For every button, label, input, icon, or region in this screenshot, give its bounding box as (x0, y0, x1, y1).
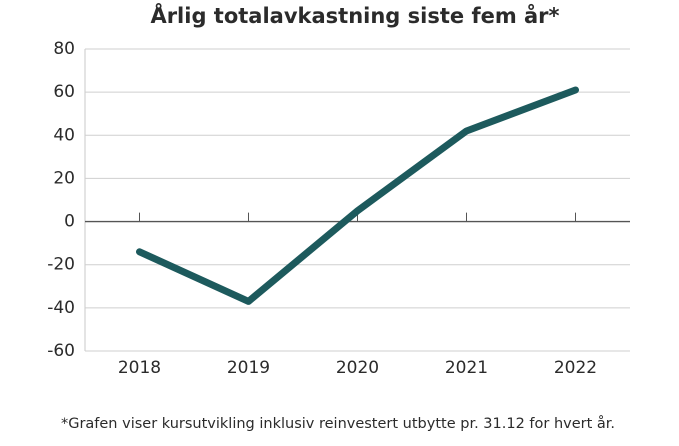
y-tick-label: 60 (53, 82, 75, 102)
footnote: *Grafen viser kursutvikling inklusiv rei… (61, 415, 615, 432)
x-tick-label: 2022 (554, 358, 597, 378)
y-tick-label: -40 (47, 298, 75, 318)
y-tick-label: 40 (53, 125, 75, 145)
y-tick-label: 0 (64, 212, 75, 232)
chart-title: Årlig totalavkastning siste fem år* (150, 3, 559, 28)
data-line (136, 86, 579, 305)
y-tick-label: 80 (53, 39, 75, 59)
x-tick-label: 2018 (118, 358, 161, 378)
y-tick-label: -60 (47, 341, 75, 361)
x-tick-label: 2021 (445, 358, 488, 378)
x-tick-label: 2019 (227, 358, 270, 378)
x-tick-label: 2020 (336, 358, 379, 378)
y-tick-label: 20 (53, 168, 75, 188)
y-tick-label: -20 (47, 255, 75, 275)
